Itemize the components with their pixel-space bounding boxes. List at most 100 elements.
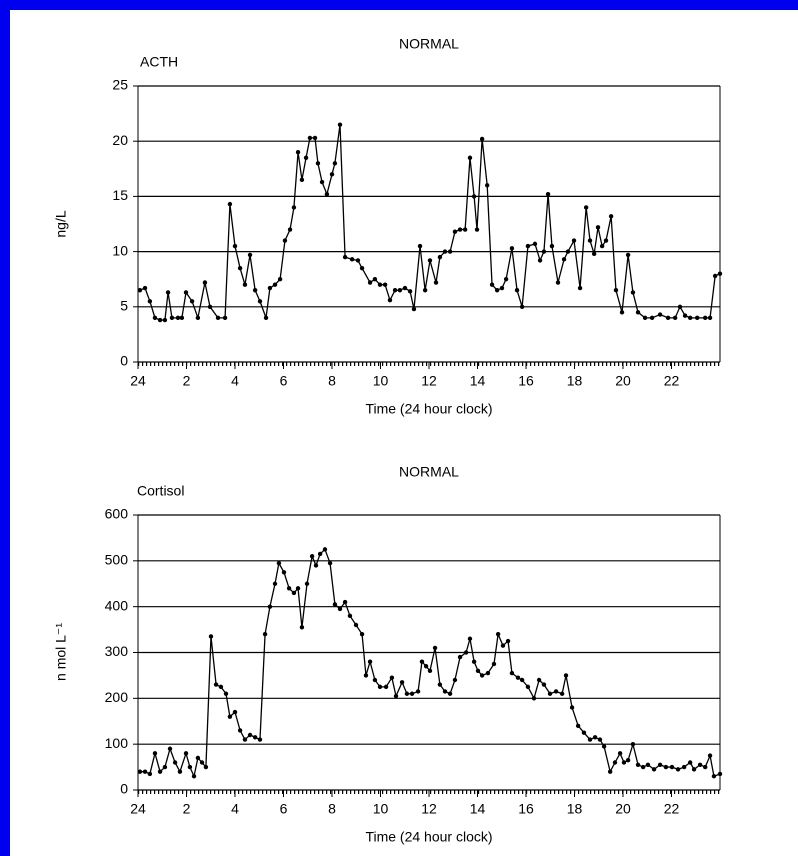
- data-point: [514, 288, 520, 293]
- data-point: [317, 551, 323, 557]
- y-tick-label: 300: [105, 643, 129, 659]
- data-point: [595, 225, 601, 230]
- data-point: [592, 735, 598, 740]
- data-point: [537, 258, 543, 263]
- x-tick-label: 10: [373, 373, 389, 389]
- data-point: [207, 304, 213, 309]
- data-point: [227, 714, 233, 719]
- data-point: [442, 689, 448, 694]
- data-point: [545, 191, 551, 197]
- data-point: [645, 762, 651, 767]
- data-point: [509, 670, 515, 676]
- y-tick-label: 0: [120, 781, 128, 797]
- data-point: [485, 670, 491, 676]
- data-point: [561, 257, 567, 262]
- data-point: [599, 243, 605, 249]
- x-tick-label: 12: [421, 801, 437, 817]
- data-point: [277, 277, 283, 282]
- data-point: [433, 280, 439, 285]
- data-point: [601, 744, 607, 749]
- data-point: [349, 257, 355, 262]
- data-point: [649, 315, 655, 321]
- data-point: [342, 599, 348, 605]
- data-point: [657, 762, 663, 767]
- data-point: [422, 288, 428, 293]
- data-point: [432, 645, 438, 651]
- data-point: [531, 696, 537, 701]
- data-point: [177, 769, 183, 774]
- data-point: [137, 288, 143, 293]
- data-point: [359, 265, 365, 271]
- data-point: [494, 288, 500, 293]
- data-point: [407, 289, 413, 294]
- data-point: [525, 684, 531, 690]
- data-point: [165, 290, 171, 295]
- data-point: [467, 636, 473, 641]
- x-axis-label: Time (24 hour clock): [365, 829, 492, 845]
- data-point: [327, 560, 333, 566]
- data-point: [342, 254, 348, 260]
- data-point: [399, 680, 405, 685]
- data-point: [179, 315, 185, 321]
- data-point: [619, 310, 625, 315]
- data-point: [612, 760, 618, 765]
- data-point: [389, 675, 395, 680]
- x-tick-label: 12: [421, 373, 437, 389]
- data-point: [500, 643, 506, 648]
- data-point: [147, 299, 153, 304]
- data-point: [272, 282, 278, 287]
- data-point: [315, 161, 321, 166]
- data-point: [232, 243, 238, 249]
- data-point: [242, 282, 248, 287]
- data-point: [447, 691, 453, 696]
- y-tick-label: 400: [105, 597, 129, 613]
- data-point: [581, 730, 587, 735]
- x-tick-label: 20: [615, 801, 631, 817]
- data-point: [147, 771, 153, 777]
- data-point: [187, 764, 193, 770]
- data-point: [630, 290, 636, 295]
- series-name: ACTH: [140, 54, 178, 70]
- data-point: [467, 155, 473, 160]
- data-point: [247, 252, 253, 258]
- data-point: [621, 760, 627, 765]
- data-point: [515, 675, 521, 680]
- data-point: [203, 764, 209, 770]
- data-point: [571, 238, 577, 243]
- data-point: [295, 586, 301, 591]
- data-point: [687, 315, 693, 321]
- data-point: [479, 136, 485, 142]
- data-point: [532, 241, 538, 247]
- y-axis-label: n mol L⁻¹: [53, 623, 69, 681]
- x-tick-label: 14: [470, 801, 486, 817]
- x-tick-label: 22: [664, 373, 680, 389]
- data-point: [677, 304, 683, 309]
- x-axis-label: Time (24 hour clock): [365, 401, 492, 417]
- data-point: [651, 767, 657, 772]
- y-tick-label: 10: [112, 242, 128, 258]
- data-point: [607, 769, 613, 774]
- data-point: [675, 767, 681, 772]
- data-point: [717, 771, 723, 777]
- data-point: [635, 310, 641, 315]
- data-point: [687, 760, 693, 765]
- data-point: [387, 297, 393, 303]
- data-point: [563, 673, 569, 678]
- data-point: [372, 677, 378, 683]
- data-point: [471, 194, 477, 199]
- x-tick-label: 20: [615, 373, 631, 389]
- data-point: [491, 661, 497, 667]
- data-point: [307, 135, 313, 141]
- data-point: [712, 273, 718, 279]
- data-point: [353, 622, 359, 628]
- x-tick-label: 10: [373, 801, 389, 817]
- data-point: [286, 586, 292, 591]
- x-tick-label: 4: [231, 373, 239, 389]
- data-point: [559, 691, 565, 696]
- data-point: [169, 315, 175, 321]
- data-point: [577, 285, 583, 291]
- data-point: [597, 737, 603, 742]
- chart-title: NORMAL: [399, 36, 459, 52]
- data-point: [222, 315, 228, 321]
- x-tick-label: 18: [567, 373, 583, 389]
